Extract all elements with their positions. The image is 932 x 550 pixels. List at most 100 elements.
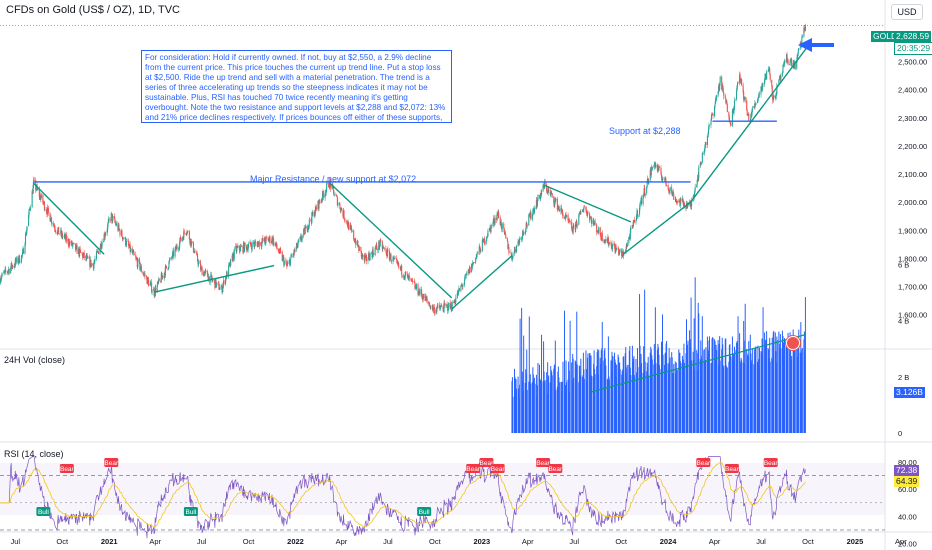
volume-bar (556, 386, 558, 433)
candle-body (776, 85, 778, 86)
volume-tick-label: 4 B (898, 317, 909, 326)
volume-bar (636, 348, 638, 433)
volume-bar (719, 360, 721, 433)
volume-bar (700, 340, 702, 433)
overlay (0, 25, 885, 310)
candle-body (45, 209, 47, 212)
candle-body (803, 27, 805, 37)
candle-body (505, 234, 507, 239)
candle-body (404, 277, 406, 278)
volume-bar (644, 361, 646, 433)
candle-body (196, 253, 198, 255)
candle-body (336, 196, 338, 206)
candle-body (796, 60, 798, 69)
candle-body (222, 284, 224, 289)
candle-body (490, 225, 493, 227)
candle-body (340, 207, 343, 211)
x-tick-label: Apr (709, 537, 721, 546)
candle-body (326, 182, 328, 184)
candle-body (47, 208, 50, 213)
candle-body (51, 223, 53, 225)
candle-body (310, 219, 312, 221)
resistance-label: Major Resistance / new support at $2,072 (250, 174, 417, 184)
candle-body (669, 187, 671, 192)
volume-bar (565, 385, 567, 433)
candle-body (114, 222, 116, 224)
signal-label: Bear (466, 466, 481, 473)
candle-body (510, 252, 512, 254)
volume-bar (683, 343, 685, 433)
candle-body (362, 254, 364, 258)
volume-bar (597, 374, 599, 433)
candle-body (137, 258, 139, 267)
candle-body (462, 284, 464, 287)
volume-bar (687, 340, 689, 433)
candle-body (519, 238, 521, 239)
candle-body (39, 194, 41, 200)
candle-body (630, 228, 632, 230)
candle-body (20, 255, 22, 263)
volume-bar (797, 339, 799, 433)
volume-bar (787, 344, 789, 433)
candle-body (503, 223, 505, 229)
volume-bar (698, 313, 700, 433)
volume-bar (655, 363, 657, 433)
candle-body (335, 194, 337, 196)
candle-body (704, 146, 706, 152)
candle-body (161, 273, 163, 278)
rsi-tick-label: 60.00 (898, 485, 917, 494)
candle-body (383, 247, 385, 249)
candle-body (298, 240, 300, 242)
candle-body (494, 217, 496, 224)
candle-body (666, 185, 668, 186)
candle-body (665, 176, 667, 182)
candle-body (743, 98, 745, 100)
candle-body (465, 273, 468, 276)
candle-body (700, 163, 702, 164)
volume-bar (728, 361, 730, 433)
candle-body (179, 241, 181, 248)
candle-body (304, 228, 306, 235)
volume-bar (683, 363, 685, 433)
candle-body (374, 248, 376, 256)
volume-bar (589, 353, 591, 433)
volume-bar (685, 319, 687, 433)
candle-body (536, 200, 539, 207)
candle-body (560, 207, 562, 211)
candle-body (106, 229, 108, 234)
candle-body (101, 246, 103, 249)
candle-body (761, 89, 763, 91)
candle-body (646, 186, 648, 194)
candle-body (307, 226, 309, 230)
x-tick-label: 2023 (473, 537, 490, 546)
candle-body (668, 188, 670, 191)
volume-bar (694, 277, 696, 433)
volume-bar (741, 359, 743, 433)
candle-body (285, 261, 287, 263)
x-tick-label: Oct (56, 537, 69, 546)
volume-bar (543, 371, 545, 433)
volume-bar (750, 360, 752, 433)
candle-body (257, 242, 259, 247)
candle-body (575, 223, 577, 230)
candle-body (379, 240, 381, 246)
candle-body (226, 271, 228, 277)
rsi-tick-label: 40.00 (898, 512, 917, 521)
candle-body (499, 217, 501, 225)
currency-button[interactable]: USD (891, 4, 923, 20)
candle-body (325, 189, 327, 194)
candle-body (165, 265, 167, 269)
candle-body (769, 68, 771, 74)
candle-body (279, 248, 281, 251)
volume-bar (714, 339, 716, 433)
candle-body (766, 71, 768, 80)
x-tick-label: Apr (336, 537, 348, 546)
candle-body (218, 282, 220, 290)
volume-bar (721, 337, 723, 433)
volume-bar (591, 375, 593, 433)
volume-bar (596, 366, 598, 433)
candle-body (771, 85, 773, 97)
candle-body (612, 243, 614, 246)
candle-body (386, 249, 388, 257)
volume-bar (517, 376, 519, 433)
